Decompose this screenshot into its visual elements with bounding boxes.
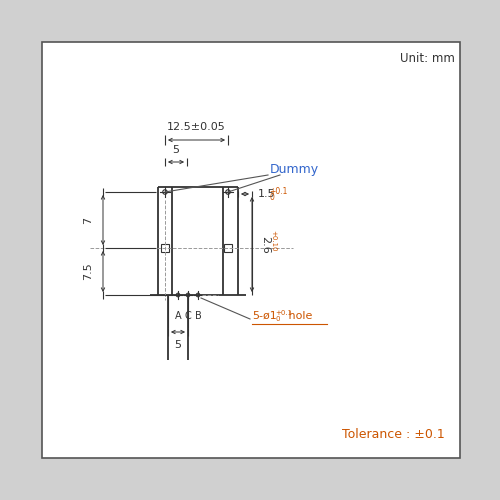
Bar (161, 244, 169, 252)
Bar (224, 244, 232, 252)
Text: 7.5: 7.5 (83, 262, 93, 280)
Text: 7: 7 (83, 216, 93, 224)
Text: B: B (194, 311, 202, 321)
Text: +0.1: +0.1 (275, 310, 292, 316)
Text: C: C (184, 311, 192, 321)
Text: Dummy: Dummy (270, 164, 319, 176)
Bar (42, 42, 460, 458)
Text: 5: 5 (172, 145, 180, 155)
Text: 0: 0 (275, 316, 280, 322)
Text: 0: 0 (270, 246, 276, 251)
Text: hole: hole (285, 311, 312, 321)
Text: 1.5: 1.5 (258, 189, 276, 199)
Text: Unit: mm: Unit: mm (400, 52, 455, 64)
Text: 0: 0 (269, 194, 274, 202)
Text: 5: 5 (174, 340, 182, 350)
Text: 2.6: 2.6 (260, 236, 270, 254)
Text: 5-ø1: 5-ø1 (252, 311, 277, 321)
Text: +0.1: +0.1 (270, 230, 276, 247)
Text: Tolerance : ±0.1: Tolerance : ±0.1 (342, 428, 445, 442)
Text: A: A (174, 311, 182, 321)
Text: 12.5±0.05: 12.5±0.05 (167, 122, 226, 132)
Text: +0.1: +0.1 (269, 188, 287, 196)
